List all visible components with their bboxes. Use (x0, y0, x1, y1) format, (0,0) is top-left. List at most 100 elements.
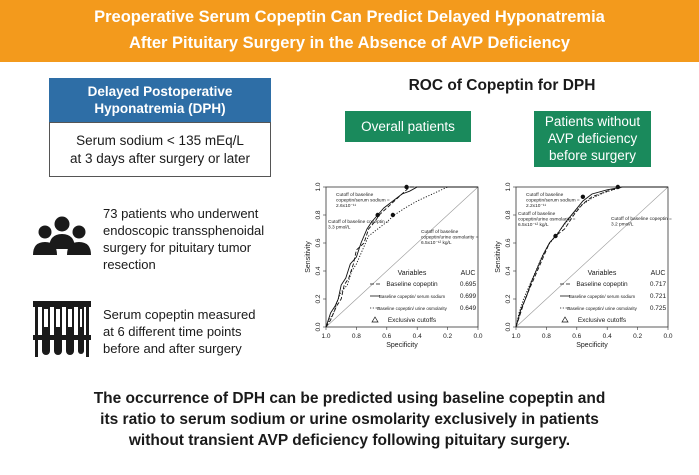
cutoff-annotation-1: 3.3 pmol/L (328, 225, 351, 231)
x-tick-label: 0.8 (542, 333, 551, 340)
cutoff-point-0 (404, 184, 409, 190)
patients-line-2: endoscopic transsphenoidal (103, 223, 265, 238)
legend-auc-1: 0.721 (650, 293, 667, 300)
legend-auc-1: 0.699 (460, 293, 477, 300)
y-tick-label: 0.8 (505, 210, 512, 219)
y-tick-label: 0.0 (315, 322, 322, 331)
exclusive-cutoff-symbol (561, 316, 569, 323)
dph-title-line-1: Delayed Postoperative (87, 84, 233, 99)
reference-diagonal (515, 186, 669, 328)
legend-exclusive-label: Exclusive cutoffs (388, 317, 437, 324)
y-tick-label: 0.6 (505, 238, 512, 247)
cutoff-annotation-1: Cutoff of baseline copeptin = (328, 219, 389, 225)
dph-definition-body: Serum sodium < 135 mEq/L at 3 days after… (49, 122, 271, 177)
cutoff-annotation-1: Cutoff of baseline copeptin = (611, 216, 672, 222)
group2-line-2: AVP deficiency (547, 131, 638, 146)
legend-label-1: Baseline copeptin/ serum sodium (379, 294, 446, 299)
conclusion-line-1: The occurrence of DPH can be predicted u… (93, 390, 606, 407)
cutoff-annotation-2: Cutoff of baseline (518, 211, 556, 217)
legend-label-0: Baseline copeptin (386, 281, 438, 288)
legend-header-variables: Variables (398, 270, 427, 277)
cutoff-annotation-2: Cutoff of baseline (421, 229, 459, 235)
title-line-2: After Pituitary Surgery in the Absence o… (128, 34, 571, 52)
x-tick-label: 0.2 (633, 333, 642, 340)
group2-line-1: Patients without (544, 114, 641, 129)
legend-auc-0: 0.717 (650, 281, 667, 288)
legend-label-0: Baseline copeptin (576, 281, 628, 288)
dph-body-line-1: Serum sodium < 135 mEq/L (76, 133, 244, 148)
legend-header-auc: AUC (461, 270, 476, 277)
cutoff-annotation-2: copeptin/urine osmolarity = (421, 235, 479, 241)
cutoff-point-1 (580, 194, 586, 199)
patients-text: 73 patients who underwent endoscopic tra… (103, 205, 264, 273)
legend-auc-0: 0.695 (460, 281, 477, 288)
conclusion-line-3: without transient AVP deficiency followi… (128, 432, 571, 449)
cutoff-annotation-0: Cutoff of baseline (336, 192, 374, 198)
patients-line-3: surgery for pituitary tumor (103, 240, 252, 255)
x-tick-label: 1.0 (321, 333, 330, 340)
x-tick-label: 0.4 (603, 333, 612, 340)
cutoff-annotation-0: copeptin/serum sodium = (336, 198, 390, 204)
cutoff-annotation-1: 3.2 pmol/L (611, 222, 634, 228)
legend-exclusive-label: Exclusive cutoffs (578, 317, 627, 324)
legend-label-1: Baseline copeptin/ serum sodium (569, 294, 636, 299)
conclusion-line-2: its ratio to serum sodium or urine osmol… (100, 411, 599, 428)
y-axis-label: Sensitivity (495, 241, 502, 273)
roc-curve-1 (325, 186, 478, 328)
plot-frame (515, 186, 669, 328)
y-tick-label: 1.0 (315, 182, 322, 191)
title-line-1: Preoperative Serum Copeptin Can Predict … (94, 8, 605, 26)
cutoff-point-2 (553, 233, 558, 239)
y-tick-label: 0.2 (505, 294, 512, 303)
cutoff-point-2 (390, 212, 396, 218)
x-tick-label: 0.6 (382, 333, 391, 340)
legend-label-2: Baseline copeptin/ urine osmolarity (567, 306, 638, 311)
roc-title: ROC of Copeptin for DPH (408, 77, 596, 94)
y-tick-label: 0.4 (505, 266, 512, 275)
y-tick-label: 0.2 (315, 294, 322, 303)
cutoff-annotation-0: 2.2x10⁻¹¹ (526, 203, 547, 209)
y-tick-label: 0.6 (315, 238, 322, 247)
legend-label-2: Baseline copeptin/ urine osmolarity (377, 306, 448, 311)
cutoff-annotation-2: 6.5x10⁻¹² kg/L (518, 222, 549, 228)
dph-definition-header: Delayed Postoperative Hyponatremia (DPH) (49, 78, 271, 122)
x-tick-label: 0.8 (352, 333, 361, 340)
x-axis-label: Specificity (386, 342, 418, 349)
x-tick-label: 1.0 (511, 333, 520, 340)
y-tick-label: 1.0 (505, 182, 512, 191)
patients-line-4: resection (103, 257, 156, 272)
dph-title-line-2: Hyponatremia (DPH) (94, 101, 226, 116)
roc-curve-2 (515, 186, 668, 328)
cutoff-annotation-2: copeptin/urine osmolarity = (518, 217, 576, 223)
dph-body-line-2: at 3 days after surgery or later (69, 151, 251, 166)
roc-curve-2 (325, 186, 478, 328)
cutoff-annotation-0: copeptin/serum sodium = (526, 198, 580, 204)
legend-auc-2: 0.649 (460, 305, 477, 312)
legend-auc-2: 0.725 (650, 305, 667, 312)
exclusive-cutoff-symbol (371, 316, 379, 323)
x-tick-label: 0.2 (443, 333, 452, 340)
title-banner: Preoperative Serum Copeptin Can Predict … (0, 0, 699, 62)
measurement-text: Serum copeptin measured at 6 different t… (103, 306, 255, 357)
roc-plot-overall: 1.0 0.8 0.6 0.4 0.2 0.0 0.0 0.2 0.4 0.6 0.8 1.0 Spec… (305, 182, 483, 349)
cutoff-point-1 (375, 212, 380, 218)
legend-header-auc: AUC (651, 270, 666, 277)
x-axis-label: Specificity (576, 342, 608, 349)
x-tick-label: 0.6 (572, 333, 581, 340)
group-label-overall: Overall patients (345, 111, 471, 142)
measurement-line-1: Serum copeptin measured (103, 307, 256, 322)
x-tick-label: 0.0 (473, 333, 482, 340)
cutoff-annotation-0: Cutoff of baseline (526, 192, 564, 198)
y-tick-label: 0.4 (315, 266, 322, 275)
people-group-icon (33, 216, 91, 255)
group2-line-3: before surgery (548, 148, 637, 163)
measurement-line-3: before and after surgery (103, 341, 242, 356)
y-tick-label: 0.8 (315, 210, 322, 219)
test-tubes-icon (33, 301, 91, 357)
group-label-no-avp: Patients without AVP deficiency before s… (534, 111, 651, 167)
measurement-line-2: at 6 different time points (103, 324, 242, 339)
y-tick-label: 0.0 (505, 322, 512, 331)
x-tick-label: 0.0 (663, 333, 672, 340)
cutoff-annotation-0: 2.6x10⁻¹¹ (336, 203, 357, 209)
legend-header-variables: Variables (588, 270, 617, 277)
